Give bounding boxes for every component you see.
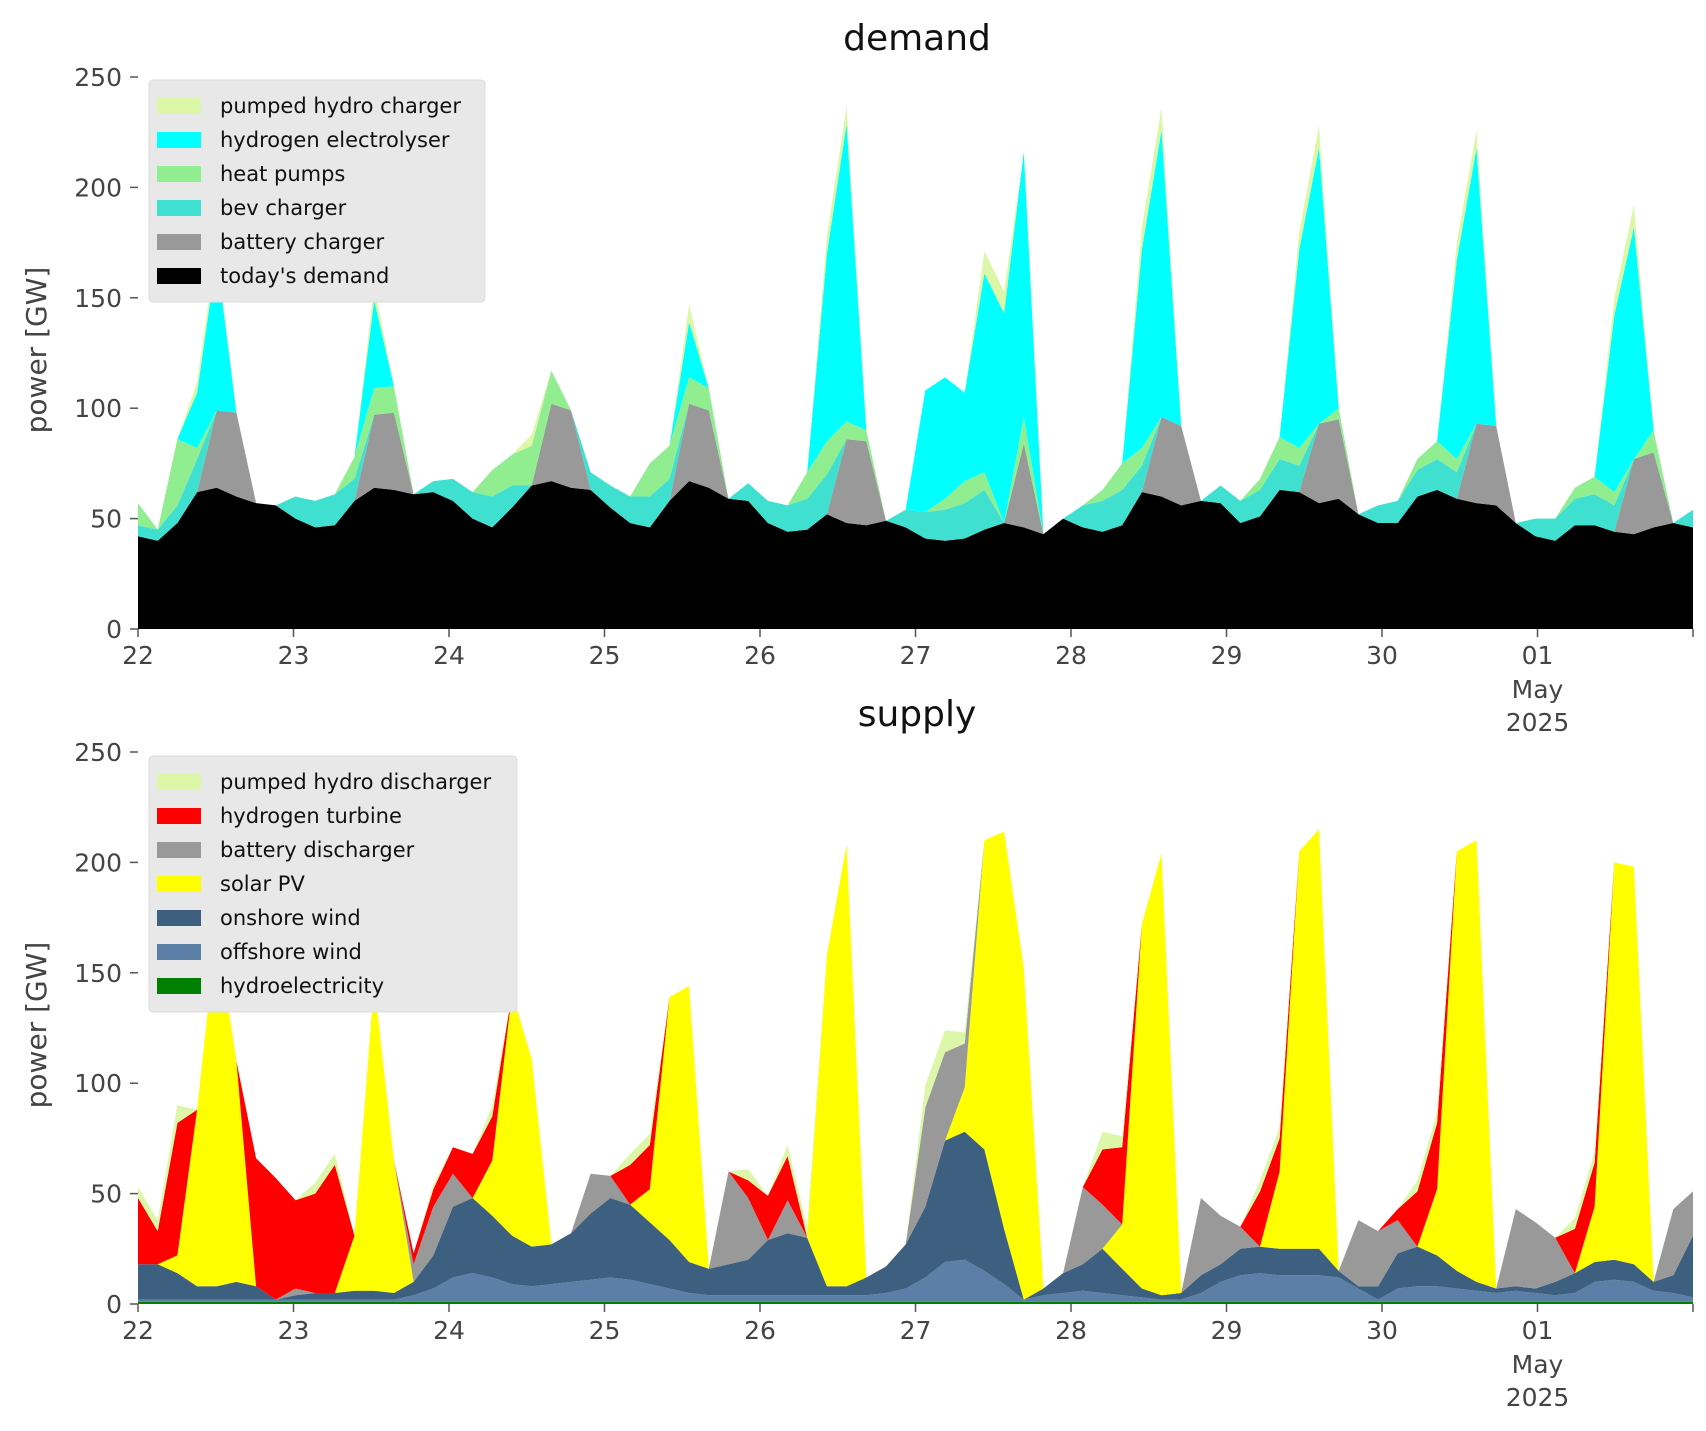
x-tick-label: 24 <box>433 1316 465 1345</box>
legend-label-battery-charger: battery charger <box>220 230 385 254</box>
x-tick-label: 25 <box>589 641 621 670</box>
area-pumped-hydro-charger <box>138 105 1693 535</box>
legend-box <box>148 79 486 303</box>
area-hydrogen-electrolyser <box>138 123 1693 535</box>
x-tick-label: 23 <box>278 641 310 670</box>
y-tick-label: 100 <box>74 1069 122 1098</box>
legend-box <box>148 755 518 1013</box>
legend-swatch-heat-pumps <box>157 166 201 182</box>
legend-label-solar-pv: solar PV <box>220 872 305 896</box>
area-hydroelectricity <box>138 1301 1693 1304</box>
legend-label-hydrogen-electrolyser: hydrogen electrolyser <box>220 128 450 152</box>
demand-y-axis-label: power [GW] <box>20 267 53 434</box>
y-tick-label: 0 <box>106 1290 122 1319</box>
y-tick-label: 200 <box>74 848 122 877</box>
y-tick-label: 100 <box>74 394 122 423</box>
area-offshore-wind <box>138 1259 1693 1302</box>
legend-label-bev-charger: bev charger <box>220 196 347 220</box>
x-tick-label: 01 <box>1522 1316 1554 1345</box>
area-today-s-demand <box>138 481 1693 629</box>
y-tick-label: 50 <box>90 1180 122 1209</box>
legend-swatch-pumped-hydro-discharger <box>157 774 201 790</box>
legend-swatch-hydrogen-electrolyser <box>157 132 201 148</box>
x-tick-label: 29 <box>1211 641 1243 670</box>
legend-label-battery-discharger: battery discharger <box>220 838 415 862</box>
area-bev-charger <box>138 403 1693 541</box>
legend-label-hydrogen-turbine: hydrogen turbine <box>220 804 402 828</box>
supply-y-axis-label: power [GW] <box>20 942 53 1109</box>
legend-label-onshore-wind: onshore wind <box>220 906 361 930</box>
x-tick-label: 23 <box>278 1316 310 1345</box>
x-tick-label: 22 <box>122 641 154 670</box>
legend-label-hydroelectricity: hydroelectricity <box>220 974 384 998</box>
legend-swatch-bev-charger <box>157 200 201 216</box>
x-tick-label: 30 <box>1366 1316 1398 1345</box>
x-month-label: May <box>1512 1350 1564 1379</box>
legend-label-today-s-demand: today's demand <box>220 264 389 288</box>
area-onshore-wind <box>138 1131 1693 1300</box>
x-tick-label: 29 <box>1211 1316 1243 1345</box>
x-tick-label: 25 <box>589 1316 621 1345</box>
demand-panel: demand power [GW] 0 50 100 150 200 250 22 23 24 2… <box>20 18 1694 737</box>
legend-label-pumped-hydro-charger: pumped hydro charger <box>220 94 461 118</box>
y-tick-label: 0 <box>106 615 122 644</box>
legend-swatch-hydroelectricity <box>157 978 201 994</box>
area-solar-pv <box>138 829 1693 1300</box>
x-tick-label: 27 <box>900 1316 932 1345</box>
legend-label-pumped-hydro-discharger: pumped hydro discharger <box>220 770 491 794</box>
x-tick-label: 01 <box>1522 641 1554 670</box>
y-tick-label: 250 <box>74 738 122 767</box>
supply-title: supply <box>858 694 977 735</box>
legend-swatch-today-s-demand <box>157 268 201 284</box>
x-tick-label: 28 <box>1055 1316 1087 1345</box>
legend-swatch-onshore-wind <box>157 910 201 926</box>
y-tick-label: 50 <box>90 505 122 534</box>
legend-swatch-battery-discharger <box>157 842 201 858</box>
x-tick-label: 28 <box>1055 641 1087 670</box>
x-tick-label: 22 <box>122 1316 154 1345</box>
x-tick-label: 27 <box>900 641 932 670</box>
x-year-label: 2025 <box>1506 1383 1570 1412</box>
legend-swatch-solar-pv <box>157 876 201 892</box>
legend-swatch-offshore-wind <box>157 944 201 960</box>
legend-swatch-hydrogen-turbine <box>157 808 201 824</box>
y-tick-label: 250 <box>74 63 122 92</box>
supply-panel: supply power [GW] 0 50 100 150 200 250 22 23 24 2… <box>20 694 1694 1412</box>
legend-swatch-battery-charger <box>157 234 201 250</box>
area-battery-discharger <box>138 829 1693 1300</box>
x-year-label: 2025 <box>1506 708 1570 737</box>
x-month-label: May <box>1512 675 1564 704</box>
x-tick-label: 24 <box>433 641 465 670</box>
x-tick-label: 26 <box>744 1316 776 1345</box>
legend-label-heat-pumps: heat pumps <box>220 162 345 186</box>
y-tick-label: 150 <box>74 959 122 988</box>
area-hydrogen-turbine <box>138 829 1693 1300</box>
legend-swatch-pumped-hydro-charger <box>157 98 201 114</box>
legend-label-offshore-wind: offshore wind <box>220 940 362 964</box>
y-tick-label: 200 <box>74 173 122 202</box>
demand-title: demand <box>843 18 991 59</box>
x-tick-label: 30 <box>1366 641 1398 670</box>
x-tick-label: 26 <box>744 641 776 670</box>
y-tick-label: 150 <box>74 284 122 313</box>
